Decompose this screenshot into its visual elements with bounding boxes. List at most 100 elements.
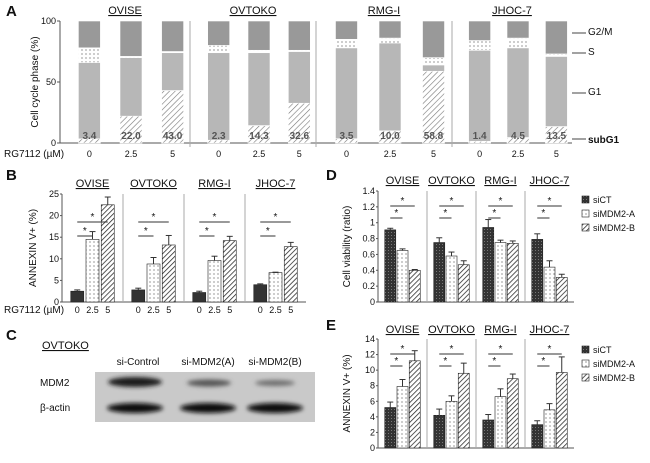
- y-axis-label: Cell cycle phase (%): [30, 36, 41, 127]
- x-axis-label: RG7112 (µM): [4, 305, 64, 316]
- significance-star: *: [213, 212, 217, 223]
- group-title: JHOC-7: [530, 324, 570, 336]
- stacked-bar-segment: [335, 38, 358, 49]
- bar: [100, 204, 115, 303]
- group-title: OVISE: [76, 178, 110, 190]
- stacked-bar-segment: [422, 57, 445, 66]
- bar: [384, 407, 397, 449]
- group-title: OVISE: [108, 5, 142, 17]
- stacked-bar-segment: [247, 52, 271, 126]
- x-tick-label: 2.5: [208, 305, 221, 315]
- x-tick-label: 5: [105, 305, 110, 315]
- stacked-bar-segment: [422, 64, 445, 72]
- x-tick-label: 0: [197, 305, 202, 315]
- x-tick-label: 0: [75, 305, 80, 315]
- bar: [506, 243, 519, 303]
- blot-lane-label: si-MDM2(B): [248, 357, 301, 368]
- actin-band: [107, 403, 163, 413]
- x-tick-label: 0: [136, 305, 141, 315]
- x-tick-label: 0: [477, 149, 482, 159]
- y-tick-label: 0.4: [362, 265, 375, 275]
- group-title: OVTOKO: [230, 5, 277, 17]
- panel-b: B ANNEXIN V+ (%) 0 5 10 15 20 25 OVISE 0 2.5 5 * * OV…: [4, 167, 306, 316]
- significance-star: *: [91, 212, 95, 223]
- stacked-bar-segment: [288, 20, 311, 51]
- bar-value-label: 43.0: [163, 131, 183, 142]
- y-tick-label: 100: [41, 16, 56, 26]
- y-tick-label: 20: [49, 211, 59, 221]
- blot-row-label: β-actin: [40, 403, 70, 414]
- group-title: OVISE: [386, 175, 420, 187]
- significance-star: *: [548, 196, 552, 207]
- x-tick-label: 0: [344, 149, 349, 159]
- significance-star: *: [274, 212, 278, 223]
- group-title: OVTOKO: [130, 178, 177, 190]
- significance-star: *: [144, 226, 148, 237]
- bar: [531, 239, 544, 303]
- legend-swatch: [581, 209, 590, 218]
- y-axis-label: ANNEXIN V+ (%): [342, 354, 353, 432]
- bar: [222, 240, 237, 303]
- y-tick-label: 1: [370, 218, 375, 228]
- bar-value-label: 3.4: [82, 131, 96, 142]
- y-tick-label: 0: [51, 138, 56, 148]
- stacked-bar-segment: [161, 52, 184, 91]
- bar: [445, 255, 458, 303]
- significance-star: *: [450, 344, 454, 355]
- bar: [268, 272, 283, 303]
- significance-star: *: [492, 356, 496, 367]
- bar: [192, 292, 207, 303]
- significance-star: *: [450, 196, 454, 207]
- stacked-bar-segment: [545, 53, 568, 57]
- stacked-bar-segment: [422, 20, 445, 58]
- y-tick-label: 0.2: [362, 281, 375, 291]
- phase-label: G1: [588, 87, 602, 98]
- bar: [457, 264, 470, 303]
- stacked-bar-segment: [506, 20, 530, 39]
- phase-label: subG1: [588, 135, 620, 146]
- stacked-bar-segment: [545, 20, 568, 55]
- significance-star: *: [266, 226, 270, 237]
- stacked-bar-segment: [207, 20, 230, 46]
- x-tick-label: 0: [87, 149, 92, 159]
- bar: [433, 414, 446, 449]
- y-tick-label: 25: [49, 189, 59, 199]
- bar: [207, 260, 222, 303]
- legend-swatch: [581, 345, 590, 354]
- significance-star: *: [499, 196, 503, 207]
- stacked-bar-segment: [119, 20, 143, 57]
- group-title: JHOC-7: [492, 5, 532, 17]
- y-tick-label: 8: [370, 381, 375, 391]
- significance-star: *: [83, 226, 87, 237]
- stacked-bar-segment: [247, 20, 271, 51]
- stacked-bar-segment: [378, 20, 402, 39]
- bar-value-label: 13.5: [547, 131, 567, 142]
- bar: [384, 229, 397, 303]
- bar: [283, 246, 298, 303]
- stacked-bar-segment: [161, 20, 184, 52]
- y-tick-label: 14: [365, 334, 375, 344]
- x-tick-label: 5: [166, 305, 171, 315]
- significance-star: *: [492, 208, 496, 219]
- x-tick-label: 0: [258, 305, 263, 315]
- y-tick-label: 10: [49, 254, 59, 264]
- bar: [482, 227, 495, 303]
- bar-value-label: 22.0: [121, 131, 141, 142]
- legend-label: siMDM2-B: [593, 223, 635, 233]
- y-axis-label: ANNEXIN V+ (%): [28, 209, 39, 287]
- stacked-bar-segment: [506, 47, 530, 138]
- x-tick-label: 2.5: [147, 305, 160, 315]
- panel-d: D Cell viability (ratio) 0 0.2 0.4 0.6 0.8 1 1.…: [326, 167, 635, 307]
- group-title: OVISE: [386, 324, 420, 336]
- legend-swatch: [581, 195, 590, 204]
- significance-star: *: [401, 196, 405, 207]
- bar: [482, 419, 495, 449]
- panel-label-a: A: [6, 3, 17, 20]
- group-title: OVTOKO: [428, 324, 475, 336]
- stacked-bar-segment: [335, 20, 358, 40]
- mdm2-band: [187, 379, 231, 387]
- x-tick-label: 5: [554, 149, 559, 159]
- x-tick-label: 2.5: [86, 305, 99, 315]
- blot-lane-label: si-Control: [117, 357, 160, 368]
- group-title: RMG-I: [368, 5, 400, 17]
